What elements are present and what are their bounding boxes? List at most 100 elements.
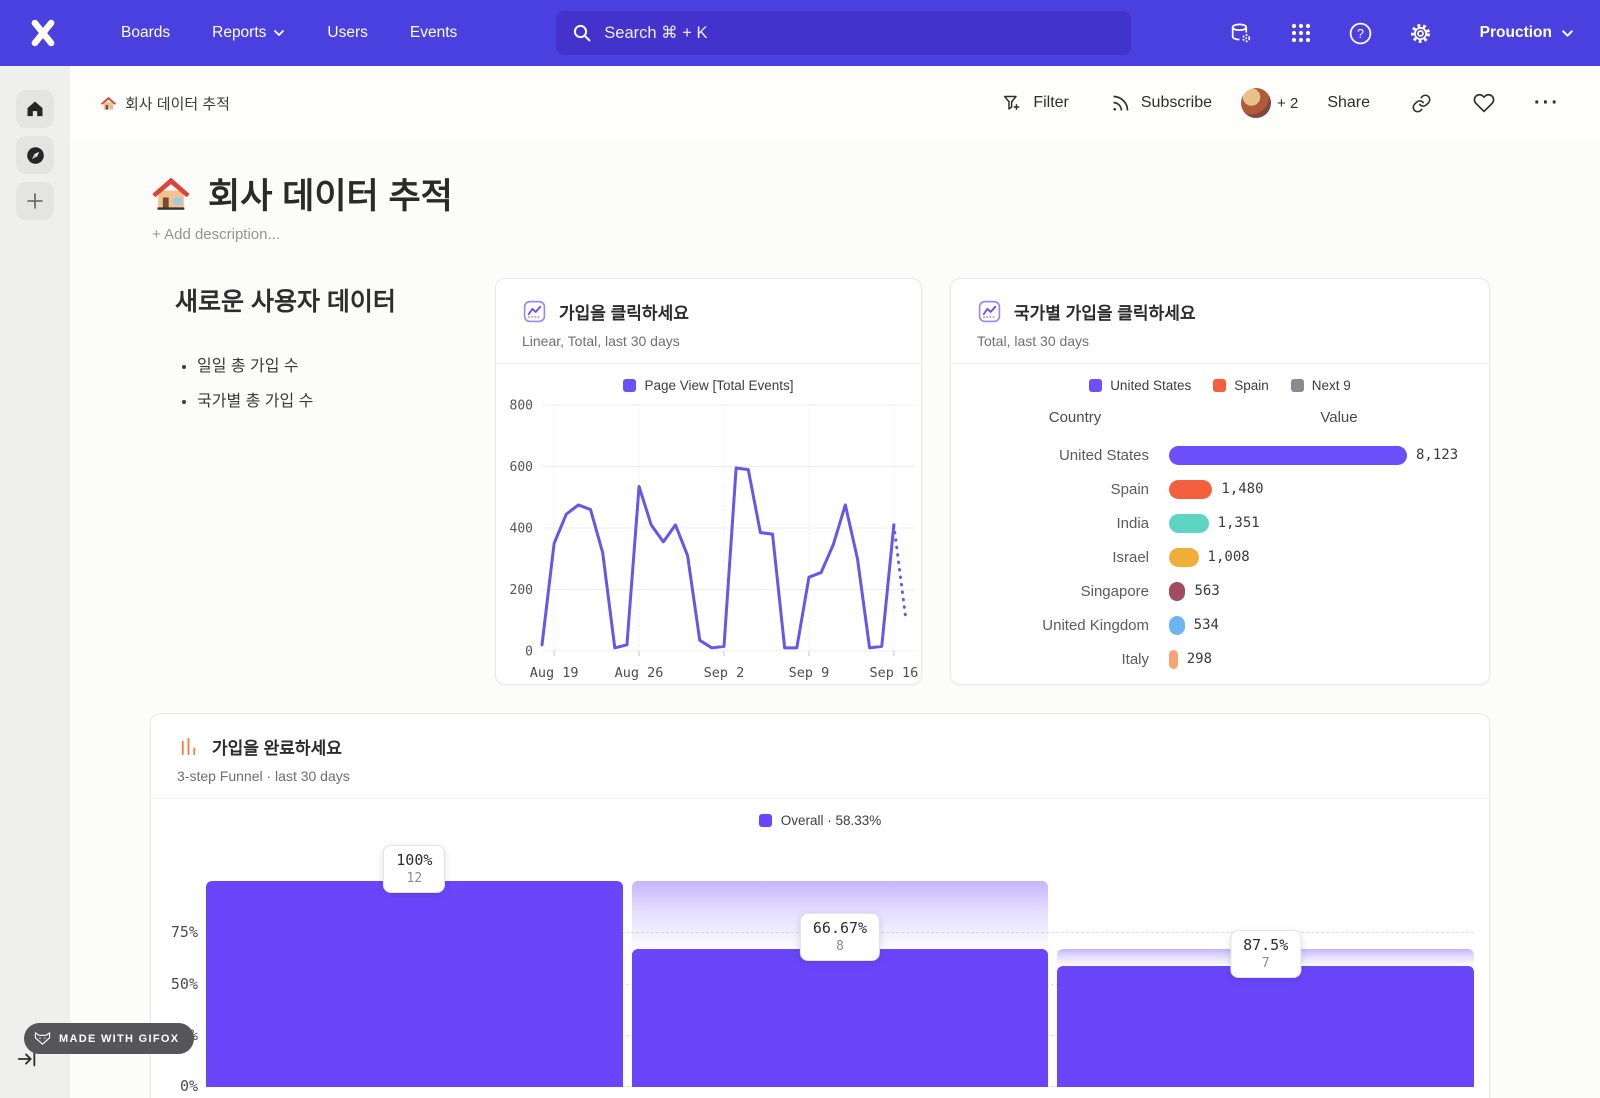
y-axis-tick: 800: [510, 399, 533, 414]
copy-link-button[interactable]: [1399, 85, 1444, 122]
country-label: Spain: [1110, 480, 1149, 498]
funnel-step[interactable]: 87.5% 7: [1057, 881, 1475, 1087]
funnel-chart-title[interactable]: 가입을 완료하세요: [212, 739, 342, 758]
line-chart-card[interactable]: 가입을 클릭하세요 Linear, Total, last 30 days Pa…: [495, 278, 922, 685]
funnel-bars-icon: [181, 737, 196, 756]
legend-label: Page View [Total Events]: [644, 378, 794, 393]
country-row[interactable]: United States 8,123: [951, 438, 1489, 472]
subscribe-button[interactable]: Subscribe: [1098, 85, 1224, 122]
text-card[interactable]: 새로운 사용자 데이터 일일 총 가입 수 국가별 총 가입 수: [175, 282, 505, 422]
share-button[interactable]: Share: [1327, 94, 1371, 111]
left-sidebar: [0, 66, 70, 1098]
search-placeholder: Search ⌘ + K: [604, 24, 708, 42]
country-bar[interactable]: [1169, 513, 1209, 533]
country-bar[interactable]: [1169, 547, 1199, 567]
funnel-y-tick: 50%: [170, 974, 198, 993]
breadcrumb[interactable]: 회사 데이터 추적: [100, 93, 230, 114]
funnel-bar[interactable]: [1057, 966, 1475, 1087]
chevron-down-icon: [1562, 29, 1573, 37]
funnel-step[interactable]: 100% 12: [206, 845, 623, 1087]
x-axis-tick: Aug 26: [615, 665, 664, 681]
country-chart-legend: United States Spain Next 9: [951, 364, 1489, 393]
project-selector[interactable]: Prouction: [1480, 24, 1574, 42]
nav-reports[interactable]: Reports: [191, 16, 306, 50]
x-axis-tick: Sep 2: [704, 665, 745, 681]
settings-icon[interactable]: [1408, 20, 1434, 46]
country-label: Italy: [1121, 650, 1149, 668]
expand-sidebar-button[interactable]: [16, 1048, 38, 1070]
country-bar[interactable]: [1169, 683, 1174, 684]
country-value: 1,480: [1221, 481, 1264, 497]
nav-boards[interactable]: Boards: [121, 24, 171, 41]
line-chart-plot[interactable]: 0 200 400 600 800 Aug 19 Aug 26 Sep 2 Sep 9 Sep 1…: [496, 393, 921, 685]
country-label: Israel: [1112, 548, 1149, 566]
country-bar[interactable]: [1169, 615, 1185, 635]
country-bar[interactable]: [1169, 581, 1186, 601]
country-row[interactable]: Canada: [951, 676, 1489, 684]
y-axis-tick: 600: [510, 460, 533, 475]
y-axis-tick: 400: [510, 522, 533, 537]
mixpanel-logo-icon[interactable]: [26, 16, 60, 50]
add-board-button[interactable]: [16, 182, 54, 220]
funnel-bar[interactable]: [206, 881, 623, 1087]
nav-events[interactable]: Events: [409, 24, 458, 41]
text-card-heading: 새로운 사용자 데이터: [175, 288, 396, 316]
link-icon: [1412, 93, 1431, 113]
country-label: United States: [1058, 446, 1149, 464]
add-description-field[interactable]: + Add description...: [152, 226, 280, 243]
country-table-body: United States 8,123 Spain 1,480 India 1,351 Is…: [951, 426, 1489, 684]
funnel-tooltip: 100% 12: [383, 845, 446, 893]
search-input[interactable]: Search ⌘ + K: [556, 11, 1132, 55]
country-row[interactable]: Israel 1,008: [951, 540, 1489, 574]
apps-grid-icon[interactable]: [1288, 20, 1314, 46]
house-emoji-icon: [100, 96, 117, 110]
search-icon: [574, 24, 591, 42]
country-value: 298: [1186, 651, 1213, 667]
country-bar[interactable]: [1169, 479, 1213, 499]
board-toolbar: 회사 데이터 추적 Filter Subscribe + 2 Share ···: [70, 66, 1600, 140]
funnel-chart-card[interactable]: 가입을 완료하세요 3-step Funnel · last 30 days O…: [150, 713, 1490, 1098]
home-button[interactable]: [16, 90, 54, 128]
favorite-button[interactable]: [1461, 84, 1507, 122]
country-row[interactable]: Singapore 563: [951, 574, 1489, 608]
country-row[interactable]: Spain 1,480: [951, 472, 1489, 506]
filter-button[interactable]: Filter: [990, 85, 1081, 122]
country-row[interactable]: India 1,351: [951, 506, 1489, 540]
country-row[interactable]: Italy 298: [951, 642, 1489, 676]
funnel-bar[interactable]: [631, 949, 1049, 1087]
country-chart-subtitle: Total, last 30 days: [977, 333, 1090, 349]
help-icon[interactable]: ?: [1348, 20, 1374, 46]
database-settings-icon[interactable]: [1228, 20, 1254, 46]
country-bar-chart-card[interactable]: 국가별 가입을 클릭하세요 Total, last 30 days United…: [950, 278, 1490, 685]
funnel-tooltip: 66.67% 8: [799, 913, 881, 962]
house-emoji-icon: [152, 177, 190, 210]
funnel-chart-subtitle: 3-step Funnel · last 30 days: [177, 768, 350, 784]
country-value: 534: [1193, 617, 1219, 633]
country-row[interactable]: United Kingdom 534: [951, 608, 1489, 642]
discover-button[interactable]: [16, 136, 54, 174]
legend-swatch: [758, 814, 772, 827]
gifox-badge: MADE WITH GIFOX: [24, 1023, 195, 1054]
legend-swatch: [1089, 379, 1103, 392]
funnel-count: 12: [406, 871, 423, 886]
board-canvas: 회사 데이터 추적 + Add description... 새로운 사용자 데…: [70, 140, 1600, 1098]
country-value: 1,008: [1207, 549, 1250, 565]
x-axis-tick: Aug 19: [530, 665, 579, 681]
funnel-count: 8: [836, 939, 844, 955]
page-title[interactable]: 회사 데이터 추적: [150, 168, 453, 219]
more-options-button[interactable]: ···: [1534, 91, 1560, 114]
filter-icon: [1004, 95, 1020, 110]
funnel-conversion-pct: 100%: [396, 851, 433, 869]
plus-icon: [27, 193, 43, 209]
nav-users[interactable]: Users: [327, 24, 368, 41]
country-bar[interactable]: [1169, 445, 1407, 465]
funnel-bars: 100% 12 66.67% 8 87.5% 7: [206, 845, 1475, 1087]
line-chart-title[interactable]: 가입을 클릭하세요: [559, 304, 689, 323]
country-bar[interactable]: [1169, 649, 1178, 669]
board-members[interactable]: + 2: [1241, 88, 1298, 118]
country-label: Singapore: [1080, 582, 1149, 600]
funnel-step[interactable]: 66.67% 8: [631, 881, 1049, 1087]
funnel-conversion-pct: 66.67%: [812, 919, 868, 938]
country-chart-title[interactable]: 국가별 가입을 클릭하세요: [1014, 304, 1196, 323]
